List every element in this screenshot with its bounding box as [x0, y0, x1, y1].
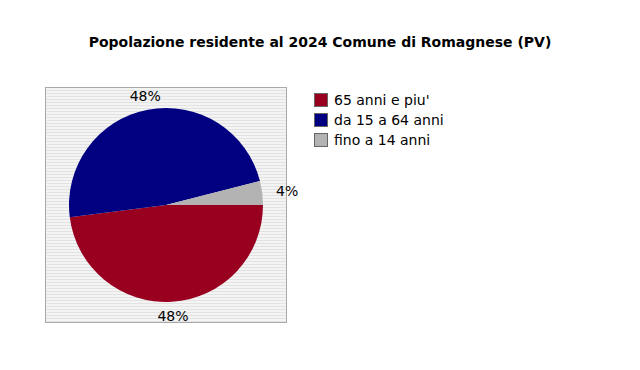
- svg-text:4%: 4%: [276, 183, 298, 199]
- svg-text:48%: 48%: [157, 308, 188, 324]
- html-text:Popolazione residente al 2024: Popolazione residente al 2024 Comune di …: [88, 34, 552, 50]
- html-text:65 anni e piu': 65 anni e piu': [334, 92, 430, 108]
- html-text:da 15 a 64 anni: da 15 a 64 anni: [334, 112, 444, 128]
- html-text:fino a 14 anni: fino a 14 anni: [334, 132, 431, 148]
- svg-text:48%: 48%: [130, 88, 161, 104]
